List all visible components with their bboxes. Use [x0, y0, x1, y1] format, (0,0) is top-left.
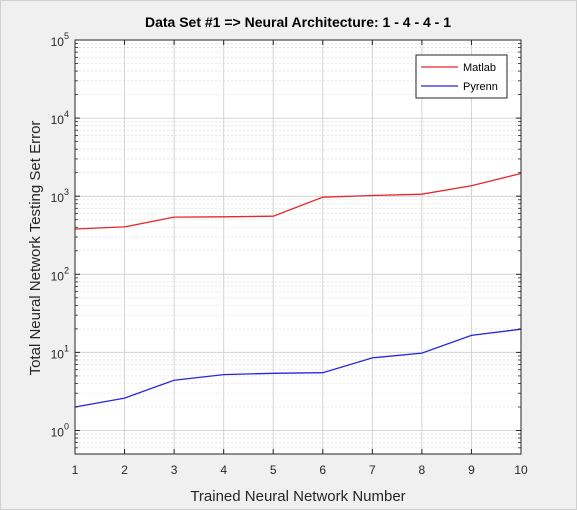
y-tick-exponent: 3	[64, 187, 69, 197]
legend-label-matlab: Matlab	[463, 62, 496, 74]
y-tick-base: 10	[51, 35, 65, 49]
ticks	[74, 39, 522, 455]
x-tick-label: 10	[514, 463, 528, 477]
y-tick-base: 10	[51, 191, 65, 205]
series-line-pyrenn	[74, 328, 522, 408]
y-tick-label: 100	[51, 421, 69, 439]
series-line-matlab	[74, 172, 522, 230]
x-tick-label: 7	[369, 463, 376, 477]
x-tick-label: 8	[419, 463, 426, 477]
legend-box	[415, 54, 508, 99]
y-tick-label: 101	[51, 343, 69, 361]
y-tick-label: 105	[51, 31, 69, 49]
x-tick-labels: 1 2 3 4 5 6 7 8 9 10	[72, 463, 528, 477]
x-tick-label: 5	[270, 463, 277, 477]
chart-title: Data Set #1 => Neural Architecture: 1 - …	[145, 14, 451, 30]
y-axis-label: Total Neural Network Testing Set Error	[27, 121, 44, 376]
y-tick-label: 103	[51, 187, 69, 205]
x-tick-label: 6	[319, 463, 326, 477]
y-tick-base: 10	[51, 425, 65, 439]
y-tick-label: 102	[51, 265, 69, 283]
x-tick-label: 4	[220, 463, 227, 477]
y-tick-exponent: 0	[64, 421, 69, 431]
y-tick-exponent: 2	[64, 265, 69, 275]
x-tick-label: 2	[121, 463, 128, 477]
legend: Matlab Pyrenn	[415, 54, 508, 99]
y-tick-base: 10	[51, 347, 65, 361]
y-tick-exponent: 5	[64, 31, 69, 41]
x-tick-label: 1	[72, 463, 79, 477]
y-tick-base: 10	[51, 269, 65, 283]
x-axis-label: Trained Neural Network Number	[190, 488, 405, 505]
y-tick-exponent: 1	[64, 343, 69, 353]
y-tick-exponent: 4	[64, 109, 69, 119]
legend-label-pyrenn: Pyrenn	[463, 81, 498, 93]
plot-frame	[74, 39, 522, 455]
y-tick-base: 10	[51, 113, 65, 127]
plot-area	[75, 40, 521, 454]
x-tick-label: 9	[468, 463, 475, 477]
x-tick-label: 3	[171, 463, 178, 477]
y-tick-label: 104	[51, 109, 69, 127]
series-layer	[74, 172, 522, 408]
